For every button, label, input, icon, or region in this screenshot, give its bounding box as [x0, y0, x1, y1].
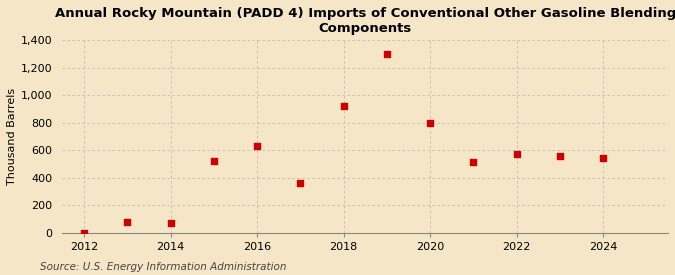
Y-axis label: Thousand Barrels: Thousand Barrels	[7, 88, 17, 185]
Point	[555, 153, 566, 158]
Point	[209, 159, 219, 163]
Point	[295, 181, 306, 185]
Point	[79, 230, 90, 235]
Title: Annual Rocky Mountain (PADD 4) Imports of Conventional Other Gasoline Blending
C: Annual Rocky Mountain (PADD 4) Imports o…	[55, 7, 675, 35]
Point	[598, 156, 609, 161]
Text: Source: U.S. Energy Information Administration: Source: U.S. Energy Information Administ…	[40, 262, 287, 272]
Point	[425, 120, 435, 125]
Point	[122, 220, 133, 224]
Point	[511, 152, 522, 156]
Point	[468, 160, 479, 165]
Point	[165, 221, 176, 225]
Point	[252, 144, 263, 148]
Point	[338, 104, 349, 108]
Point	[381, 52, 392, 56]
